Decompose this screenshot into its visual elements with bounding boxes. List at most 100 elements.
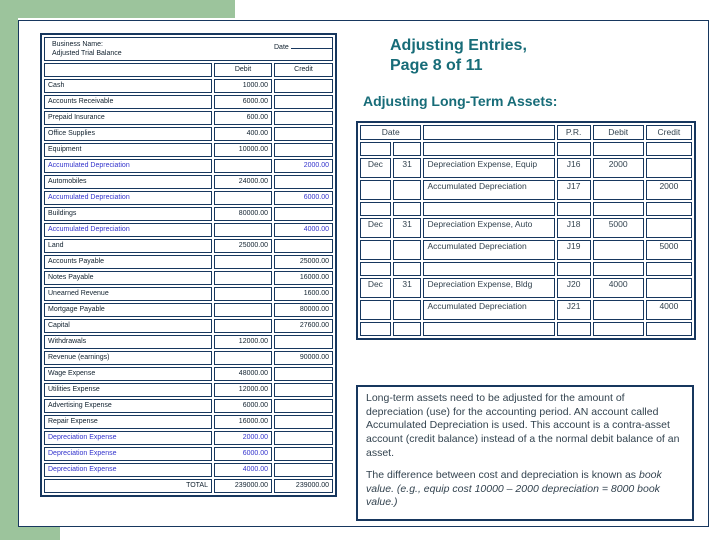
journal-entry-row: Dec 31 Depreciation Expense, Auto J18 5000 xyxy=(360,218,692,238)
account-cell: Depreciation Expense xyxy=(44,447,212,461)
debit-cell: 600.00 xyxy=(214,111,272,125)
journal-body: Date P.R. Debit Credit Dec 31 Depreciation… xyxy=(360,125,692,336)
trial-balance-row: Repair Expense 16000.00 xyxy=(44,415,334,429)
credit-cell xyxy=(274,447,334,461)
account-cell: Equipment xyxy=(44,143,212,157)
debit-cell: 2000.00 xyxy=(214,431,272,445)
trial-balance-row: Wage Expense 48000.00 xyxy=(44,367,334,381)
credit-cell xyxy=(274,431,334,445)
credit-cell xyxy=(274,399,334,413)
credit-cell xyxy=(274,127,334,141)
journal-debit-cell xyxy=(592,240,644,260)
account-cell: Automobiles xyxy=(44,175,212,189)
journal-day-cell xyxy=(392,240,422,260)
account-cell: Prepaid Insurance xyxy=(44,111,212,125)
journal-date-header: Date xyxy=(360,125,422,140)
journal-empty-cell xyxy=(592,202,644,216)
debit-cell xyxy=(214,191,272,205)
account-cell: Revenue (earnings) xyxy=(44,351,212,365)
journal-empty-cell xyxy=(645,202,692,216)
date-blank-line xyxy=(290,41,333,49)
journal-description-cell: Accumulated Depreciation xyxy=(423,240,555,260)
debit-cell: 10000.00 xyxy=(214,143,272,157)
account-cell: Unearned Revenue xyxy=(44,287,212,301)
debit-cell: 48000.00 xyxy=(214,367,272,381)
journal-day-cell: 31 xyxy=(392,278,422,298)
journal-day-cell: 31 xyxy=(392,158,422,178)
journal-empty-cell xyxy=(423,322,555,336)
journal-credit-cell: 5000 xyxy=(645,240,692,260)
account-cell: Withdrawals xyxy=(44,335,212,349)
journal-blank-row xyxy=(360,202,692,216)
account-cell: Repair Expense xyxy=(44,415,212,429)
trial-balance-row: Cash 1000.00 xyxy=(44,79,334,93)
trial-balance-row: Accumulated Depreciation 6000.00 xyxy=(44,191,334,205)
debit-cell xyxy=(214,223,272,237)
page-title-line1: Adjusting Entries, xyxy=(390,37,527,54)
journal-empty-cell xyxy=(645,322,692,336)
journal-month-cell xyxy=(360,240,391,260)
journal-credit-cell: 4000 xyxy=(645,300,692,320)
account-cell: Depreciation Expense xyxy=(44,463,212,477)
credit-cell: 27600.00 xyxy=(274,319,334,333)
journal-empty-cell xyxy=(360,322,391,336)
credit-cell: 4000.00 xyxy=(274,223,334,237)
journal-pr-header: P.R. xyxy=(556,125,591,140)
journal-empty-cell xyxy=(556,322,591,336)
page-title-line2: Page 8 of 11 xyxy=(390,57,483,74)
journal-pr-cell: J18 xyxy=(556,218,591,238)
debit-cell xyxy=(214,271,272,285)
account-cell: Office Supplies xyxy=(44,127,212,141)
journal-month-cell xyxy=(360,180,391,200)
journal-table: Date P.R. Debit Credit Dec 31 Depreciation… xyxy=(356,121,696,340)
green-mat-top xyxy=(0,0,235,18)
trial-balance-row: Equipment 10000.00 xyxy=(44,143,334,157)
debit-cell: 6000.00 xyxy=(214,95,272,109)
journal-empty-cell xyxy=(392,262,422,276)
account-cell: Wage Expense xyxy=(44,367,212,381)
trial-balance-row: Mortgage Payable 80000.00 xyxy=(44,303,334,317)
journal-day-cell xyxy=(392,300,422,320)
debit-cell xyxy=(214,255,272,269)
journal-description-cell: Depreciation Expense, Equip xyxy=(423,158,555,178)
journal-description-header xyxy=(423,125,555,140)
debit-cell: 12000.00 xyxy=(214,383,272,397)
debit-cell xyxy=(214,159,272,173)
notes-paragraph-2-regular: The difference between cost and deprecia… xyxy=(366,469,639,482)
account-cell: Land xyxy=(44,239,212,253)
total-debit-cell: 239000.00 xyxy=(214,479,272,493)
journal-debit-header: Debit xyxy=(592,125,644,140)
debit-cell: 6000.00 xyxy=(214,399,272,413)
column-header-row: Debit Credit xyxy=(44,63,334,77)
trial-balance-row: Accumulated Depreciation 4000.00 xyxy=(44,223,334,237)
journal-blank-row xyxy=(360,322,692,336)
journal-empty-cell xyxy=(423,142,555,156)
journal-empty-cell xyxy=(592,322,644,336)
journal-pr-cell: J21 xyxy=(556,300,591,320)
journal-debit-cell xyxy=(592,180,644,200)
credit-cell xyxy=(274,143,334,157)
journal-credit-cell xyxy=(645,158,692,178)
notes-paragraph-1: Long-term assets need to be adjusted for… xyxy=(366,392,680,459)
credit-cell xyxy=(274,383,334,397)
journal-description-cell: Depreciation Expense, Auto xyxy=(423,218,555,238)
credit-cell xyxy=(274,95,334,109)
account-cell: Accumulated Depreciation xyxy=(44,223,212,237)
journal-month-cell: Dec xyxy=(360,278,391,298)
notes-box: Long-term assets need to be adjusted for… xyxy=(356,385,694,521)
account-cell: Advertising Expense xyxy=(44,399,212,413)
debit-cell xyxy=(214,287,272,301)
credit-cell: 6000.00 xyxy=(274,191,334,205)
account-cell: Capital xyxy=(44,319,212,333)
journal-description-cell: Depreciation Expense, Bldg xyxy=(423,278,555,298)
account-cell: Accounts Receivable xyxy=(44,95,212,109)
trial-balance-row: Revenue (earnings) 90000.00 xyxy=(44,351,334,365)
debit-cell xyxy=(214,351,272,365)
journal-empty-cell xyxy=(645,142,692,156)
credit-cell: 1600.00 xyxy=(274,287,334,301)
credit-cell: 25000.00 xyxy=(274,255,334,269)
trial-balance-table: Business Name: Adjusted Trial Balance Da… xyxy=(40,33,337,497)
debit-cell: 6000.00 xyxy=(214,447,272,461)
credit-cell xyxy=(274,335,334,349)
journal-credit-header: Credit xyxy=(645,125,692,140)
